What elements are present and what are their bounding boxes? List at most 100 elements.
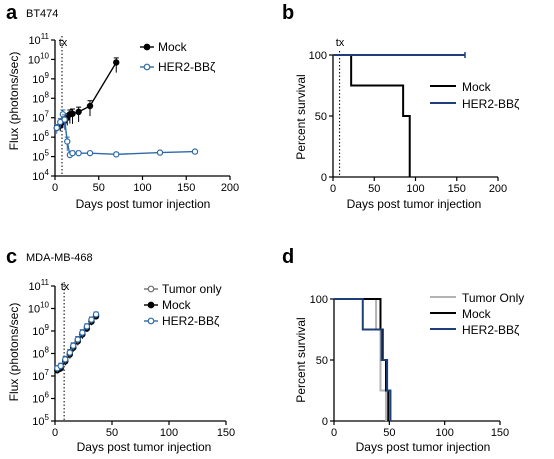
x-tick-label-a: 50 xyxy=(93,182,105,194)
cell-line-label-a: BT474 xyxy=(26,8,58,20)
x-tick-label-c: 100 xyxy=(160,427,178,439)
legend-marker-c-0 xyxy=(147,285,155,293)
series-c-2-point xyxy=(66,349,74,356)
series-a-1-point xyxy=(75,149,82,157)
y-tick-label-d: 100 xyxy=(310,294,328,306)
series-a-1-point xyxy=(191,148,199,155)
x-tick-label-d: 100 xyxy=(435,427,453,439)
series-c-2-point xyxy=(79,329,86,336)
series-c-2-point xyxy=(83,323,91,330)
x-tick-label-a: 200 xyxy=(221,182,239,194)
y-tick-label-c: 107 xyxy=(32,368,49,383)
y-tick-label-c: 1011 xyxy=(28,278,49,293)
legend-label-d-2: HER2-BBζ xyxy=(462,323,520,337)
x-axis-label-b: Days post tumor injection xyxy=(347,197,482,211)
cell-line-label-c: MDA-MB-468 xyxy=(26,252,93,264)
x-tick-label-d: 0 xyxy=(331,427,337,439)
y-tick-label-a: 1011 xyxy=(28,32,49,47)
x-tick-label-a: 150 xyxy=(177,182,195,194)
x-tick-label-c: 0 xyxy=(52,427,58,439)
legend-label-c-2: HER2-BBζ xyxy=(162,314,220,328)
x-axis-label-a: Days post tumor injection xyxy=(76,197,211,211)
y-tick-label-c: 1010 xyxy=(28,301,50,316)
y-tick-label-b: 50 xyxy=(315,111,327,123)
panel-a: a BT474 Flux (photons/sec) Days post tum… xyxy=(6,2,239,211)
series-a-1-point xyxy=(156,149,164,156)
series-d-2-line xyxy=(334,298,392,421)
y-tick-label-d: 50 xyxy=(316,355,328,367)
x-tick-label-b: 200 xyxy=(489,183,507,195)
y-tick-label-a: 105 xyxy=(32,149,49,164)
series-a-1-point xyxy=(64,138,71,145)
series-b-0-line xyxy=(333,54,411,177)
x-axis-label-c: Days post tumor injection xyxy=(77,440,212,454)
panel-label-c: c xyxy=(6,246,17,268)
y-tick-label-b: 100 xyxy=(309,50,327,62)
y-axis-label-c: Flux (photons/sec) xyxy=(7,303,21,402)
series-a-1-line xyxy=(56,112,196,157)
x-tick-label-d: 50 xyxy=(383,427,395,439)
panel-d: d Percent survival Days post tumor injec… xyxy=(282,246,524,454)
legend-label-d-0: Tumor Only xyxy=(462,291,524,305)
legend-label-a-0: Mock xyxy=(158,40,188,54)
legend-marker-a-1 xyxy=(143,63,151,71)
series-d-0-line xyxy=(334,298,388,421)
legend-label-b-1: HER2-BBζ xyxy=(462,97,520,111)
x-axis-label-d: Days post tumor injection xyxy=(356,440,491,454)
series-a-0-point xyxy=(113,59,120,66)
tx-label-c: tx xyxy=(61,281,70,293)
x-tick-label-c: 50 xyxy=(106,427,118,439)
x-tick-label-b: 0 xyxy=(330,183,336,195)
panel-label-a: a xyxy=(6,2,18,24)
y-tick-label-c: 108 xyxy=(32,346,49,361)
x-tick-label-a: 0 xyxy=(52,182,58,194)
legend-marker-a-0 xyxy=(143,43,151,51)
series-c-2-point xyxy=(74,336,82,343)
series-a-1-point xyxy=(53,124,60,132)
y-tick-label-a: 106 xyxy=(32,129,49,144)
legend-label-c-1: Mock xyxy=(162,298,192,312)
legend-label-a-1: HER2-BBζ xyxy=(158,60,216,74)
legend-marker-c-1 xyxy=(147,301,155,309)
panel-b: b Percent survival Days post tumor injec… xyxy=(282,2,520,211)
x-tick-label-c: 150 xyxy=(217,427,235,439)
x-tick-label-d: 150 xyxy=(491,427,509,439)
x-tick-label-b: 100 xyxy=(406,183,424,195)
series-a-1-point xyxy=(113,151,120,158)
series-a-1-point xyxy=(86,149,94,157)
series-a-1-point xyxy=(61,116,68,123)
legend-label-b-0: Mock xyxy=(462,80,492,94)
legend-label-d-1: Mock xyxy=(462,307,492,321)
tx-label-b: tx xyxy=(336,37,345,49)
x-tick-label-b: 150 xyxy=(448,183,466,195)
series-c-2-point xyxy=(70,342,77,349)
y-tick-label-a: 107 xyxy=(32,110,49,125)
y-tick-label-c: 109 xyxy=(32,323,49,338)
series-a-1-point xyxy=(69,149,76,157)
y-tick-label-a: 108 xyxy=(32,90,49,105)
tx-label-a: tx xyxy=(59,37,68,49)
series-c-2-point xyxy=(92,311,100,318)
panel-label-d: d xyxy=(282,246,294,268)
panel-c: c MDA-MB-468 Flux (photons/sec) Days pos… xyxy=(6,246,235,454)
series-c-2-point xyxy=(88,316,95,323)
y-tick-label-b: 0 xyxy=(321,172,327,184)
y-tick-label-a: 109 xyxy=(32,71,49,86)
x-tick-label-b: 50 xyxy=(368,183,380,195)
y-axis-label-b: Percent survival xyxy=(294,74,308,159)
series-c-2-point xyxy=(57,362,64,370)
y-tick-label-d: 0 xyxy=(322,416,328,428)
y-axis-label-a: Flux (photons/sec) xyxy=(7,52,21,151)
y-axis-label-d: Percent survival xyxy=(294,317,308,402)
panel-label-b: b xyxy=(282,2,294,24)
x-tick-label-a: 100 xyxy=(133,182,151,194)
series-a-0-point xyxy=(69,110,76,117)
series-a-0-point xyxy=(75,108,82,116)
y-tick-label-a: 1010 xyxy=(28,51,50,66)
series-c-2-point xyxy=(62,356,69,363)
y-tick-label-c: 106 xyxy=(32,391,49,406)
series-a-0-point xyxy=(86,102,94,110)
legend-label-c-0: Tumor only xyxy=(162,282,222,296)
legend-marker-c-2 xyxy=(147,317,155,325)
